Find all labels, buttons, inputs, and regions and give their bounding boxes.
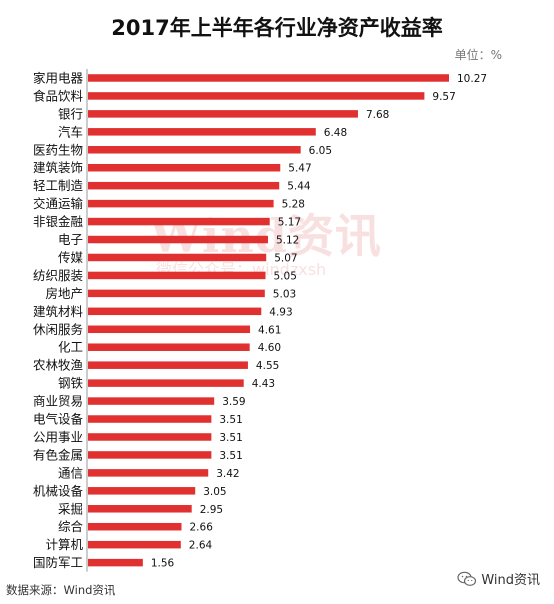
value-label: 10.27 [457,73,487,85]
bar [88,253,267,262]
value-label: 1.56 [151,558,175,570]
category-label: 轻工制造 [33,178,84,193]
bar [88,325,251,334]
value-label: 3.51 [219,414,242,426]
wechat-icon [457,571,477,586]
category-label: 钢铁 [58,376,84,391]
value-label: 5.47 [288,163,311,175]
bar [88,271,266,280]
value-label: 5.12 [276,235,299,247]
bar [88,146,301,154]
value-label: 3.42 [216,468,239,480]
category-label: 国防军工 [33,555,83,570]
bar [88,433,212,441]
category-label: 家用电器 [33,70,84,85]
bar [88,128,316,136]
value-label: 2.66 [190,522,214,534]
category-label: 采掘 [58,501,83,516]
category-label: 通信 [58,465,83,480]
value-label: 4.55 [256,360,279,372]
category-label: 综合 [58,519,84,534]
bar [88,289,265,298]
category-label: 商业贸易 [33,394,83,409]
category-label: 电子 [58,232,83,247]
bar [88,505,192,513]
bar [88,92,425,100]
value-label: 5.28 [282,199,305,211]
chart-title: 2017年上半年各行业净资产收益率 [111,16,443,40]
brand-label: Wind资讯 [481,573,540,588]
value-label: 9.57 [432,91,455,103]
bar [88,379,244,387]
value-label: 5.44 [287,181,311,193]
category-label: 计算机 [45,537,83,552]
category-label: 银行 [58,106,83,121]
bar [88,199,274,208]
bar [88,522,182,531]
bar [88,217,270,226]
value-label: 5.03 [273,288,296,300]
bar [88,110,358,118]
category-label: 休闲服务 [33,322,83,337]
value-label: 3.59 [222,396,245,408]
category-label: 建筑材料 [33,304,84,319]
bar [88,181,280,190]
bar [88,540,181,549]
category-label: 医药生物 [33,142,83,157]
category-label: 交通运输 [33,196,84,211]
category-label: 公用事业 [33,429,83,444]
value-label: 2.95 [200,504,223,516]
bar [88,163,281,172]
value-label: 4.61 [258,324,281,336]
category-label: 机械设备 [33,483,84,498]
value-label: 5.17 [278,217,301,229]
category-label: 建筑装饰 [33,160,83,175]
bar [88,343,250,351]
bar [88,397,215,405]
bar [88,74,449,82]
bar [88,469,209,477]
value-label: 3.51 [219,450,242,462]
category-label: 有色金属 [33,447,83,462]
bar [88,235,268,244]
value-label: 6.05 [309,145,332,157]
bar [88,415,212,423]
category-label: 电气设备 [33,412,84,427]
value-label: 7.68 [366,109,389,121]
value-label: 4.60 [258,342,281,354]
value-label: 4.43 [252,378,275,390]
value-label: 2.64 [189,540,213,552]
unit-label: 单位：% [454,48,502,62]
category-label: 汽车 [58,124,83,139]
category-label: 非银金融 [33,214,84,229]
value-label: 5.07 [274,252,297,264]
category-label: 化工 [58,340,83,355]
value-label: 3.51 [219,432,242,444]
value-label: 3.05 [203,486,226,498]
category-label: 房地产 [45,286,83,301]
bar [88,307,262,316]
value-label: 6.48 [324,127,347,139]
data-source: 数据来源：Wind资讯 [6,583,116,597]
value-label: 4.93 [269,306,292,318]
bar [88,487,196,495]
category-label: 传媒 [58,250,84,265]
category-label: 农林牧渔 [33,358,83,373]
category-label: 纺织服装 [33,268,83,283]
category-label: 食品饮料 [33,88,84,103]
value-label: 5.05 [274,270,297,282]
bar [88,451,212,459]
bar [88,361,248,369]
brand-badge: Wind资讯 [457,569,540,588]
bar [88,558,143,567]
